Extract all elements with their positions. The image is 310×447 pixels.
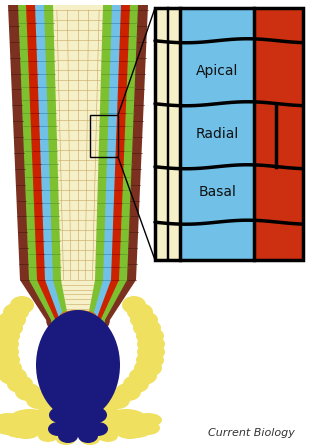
Ellipse shape	[94, 416, 134, 434]
Ellipse shape	[38, 399, 62, 417]
Ellipse shape	[0, 335, 19, 353]
Ellipse shape	[0, 421, 20, 435]
Ellipse shape	[98, 430, 118, 442]
Ellipse shape	[129, 367, 157, 385]
Polygon shape	[60, 320, 96, 331]
Polygon shape	[29, 280, 127, 320]
Ellipse shape	[137, 343, 165, 361]
Ellipse shape	[106, 391, 130, 409]
Ellipse shape	[0, 367, 27, 385]
Ellipse shape	[80, 433, 100, 445]
Polygon shape	[37, 280, 119, 320]
Ellipse shape	[48, 422, 68, 436]
Ellipse shape	[130, 311, 158, 329]
Ellipse shape	[78, 429, 98, 443]
Ellipse shape	[106, 409, 146, 427]
Ellipse shape	[58, 429, 78, 443]
Ellipse shape	[0, 319, 23, 337]
Ellipse shape	[136, 351, 164, 369]
Ellipse shape	[0, 327, 20, 345]
Ellipse shape	[3, 303, 29, 321]
Ellipse shape	[10, 296, 34, 314]
Bar	[254, 8, 303, 260]
Ellipse shape	[137, 335, 165, 353]
Text: Radial: Radial	[196, 127, 239, 141]
Ellipse shape	[0, 359, 22, 377]
Ellipse shape	[0, 343, 19, 361]
Polygon shape	[61, 280, 95, 320]
Ellipse shape	[12, 425, 40, 439]
Ellipse shape	[122, 296, 146, 314]
Ellipse shape	[10, 409, 50, 427]
Ellipse shape	[59, 414, 81, 430]
Polygon shape	[44, 5, 112, 280]
Ellipse shape	[85, 407, 107, 423]
Ellipse shape	[133, 319, 161, 337]
Ellipse shape	[15, 383, 41, 401]
Bar	[90, 115, 118, 157]
Ellipse shape	[88, 422, 108, 436]
Polygon shape	[18, 5, 138, 280]
Ellipse shape	[26, 391, 50, 409]
Ellipse shape	[66, 401, 90, 419]
Ellipse shape	[60, 310, 96, 320]
Ellipse shape	[0, 351, 20, 369]
Ellipse shape	[38, 430, 58, 442]
Polygon shape	[20, 280, 136, 320]
Ellipse shape	[66, 421, 90, 437]
Polygon shape	[26, 5, 130, 280]
Polygon shape	[46, 320, 110, 339]
Text: Basal: Basal	[198, 185, 236, 199]
Ellipse shape	[136, 421, 160, 435]
Ellipse shape	[0, 413, 22, 427]
Polygon shape	[51, 320, 105, 336]
Polygon shape	[64, 320, 92, 328]
Text: Apical: Apical	[196, 64, 238, 78]
Ellipse shape	[7, 375, 33, 393]
Ellipse shape	[115, 383, 141, 401]
Bar	[155, 8, 180, 260]
Ellipse shape	[56, 433, 76, 445]
Ellipse shape	[120, 422, 152, 438]
Ellipse shape	[49, 407, 71, 423]
Ellipse shape	[123, 375, 149, 393]
Ellipse shape	[94, 399, 118, 417]
Ellipse shape	[127, 303, 153, 321]
Ellipse shape	[134, 359, 162, 377]
Polygon shape	[55, 320, 100, 333]
Ellipse shape	[0, 311, 26, 329]
Polygon shape	[53, 5, 103, 280]
Ellipse shape	[50, 416, 86, 434]
Polygon shape	[8, 5, 148, 280]
Ellipse shape	[74, 406, 118, 424]
Ellipse shape	[75, 414, 97, 430]
Ellipse shape	[4, 422, 36, 438]
Polygon shape	[53, 280, 103, 320]
Ellipse shape	[70, 416, 106, 434]
Bar	[155, 8, 303, 260]
Bar	[155, 8, 303, 260]
Polygon shape	[69, 320, 87, 325]
Bar	[180, 8, 254, 260]
Text: Current Biology: Current Biology	[208, 428, 295, 438]
Ellipse shape	[22, 416, 62, 434]
Ellipse shape	[116, 425, 144, 439]
Polygon shape	[45, 280, 111, 320]
Ellipse shape	[134, 413, 162, 427]
Polygon shape	[35, 5, 121, 280]
Ellipse shape	[36, 310, 120, 420]
Ellipse shape	[136, 327, 164, 345]
Ellipse shape	[38, 406, 82, 424]
